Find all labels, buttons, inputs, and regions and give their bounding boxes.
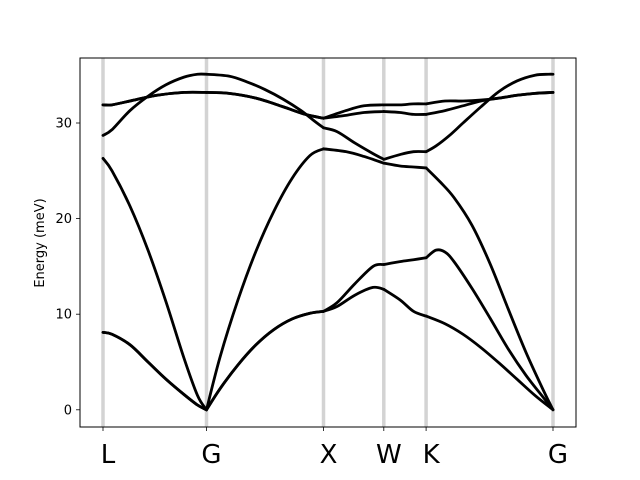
band-2-segment-4 bbox=[382, 256, 428, 266]
plot-area-frame bbox=[79, 57, 577, 428]
band-4-segment-3 bbox=[322, 126, 386, 161]
band-1 bbox=[101, 285, 555, 412]
band-1-segment-2 bbox=[205, 309, 325, 412]
band-1-segment-1 bbox=[101, 330, 208, 412]
y-axis-ticks: 0 10 20 30 bbox=[55, 117, 80, 418]
band-1-segment-4 bbox=[382, 287, 428, 318]
band-3-segment-5 bbox=[424, 166, 555, 412]
x-tick-label-3: W bbox=[376, 440, 402, 470]
x-tick-label-5: G bbox=[548, 440, 568, 470]
y-tick-label-2: 20 bbox=[55, 212, 72, 227]
band-3-segment-3 bbox=[322, 147, 386, 165]
band-2 bbox=[101, 248, 555, 412]
y-tick-label-3: 30 bbox=[55, 117, 72, 132]
band-6-segment-4 bbox=[382, 102, 428, 107]
x-tick-label-1: G bbox=[201, 440, 221, 470]
band-2-segment-3 bbox=[322, 262, 386, 313]
y-tick-label-1: 10 bbox=[55, 308, 72, 323]
band-4-segment-5 bbox=[424, 72, 555, 154]
band-5 bbox=[101, 90, 555, 120]
x-tick-label-4: K bbox=[423, 440, 441, 470]
band-5-segment-5 bbox=[424, 91, 555, 116]
y-axis-label: Energy (meV) bbox=[33, 198, 48, 287]
band-4-segment-2 bbox=[205, 72, 325, 130]
band-3-segment-1 bbox=[101, 156, 208, 412]
band-6-segment-5 bbox=[424, 91, 555, 106]
band-4-segment-4 bbox=[382, 150, 428, 161]
band-4-segment-1 bbox=[101, 72, 208, 137]
y-tick-label-0: 0 bbox=[64, 403, 72, 418]
band-5-segment-4 bbox=[382, 110, 428, 116]
band-6 bbox=[101, 90, 555, 120]
band-3 bbox=[101, 147, 555, 412]
band-2-segment-2 bbox=[205, 309, 325, 412]
high-symmetry-lines bbox=[101, 58, 555, 427]
x-tick-label-2: X bbox=[320, 440, 338, 470]
band-1-segment-5 bbox=[424, 314, 555, 412]
band-6-segment-2 bbox=[205, 91, 325, 120]
phonon-bands bbox=[101, 72, 555, 412]
band-3-segment-4 bbox=[382, 161, 428, 170]
band-2-segment-5 bbox=[424, 248, 555, 412]
band-5-segment-3 bbox=[322, 110, 386, 120]
x-tick-label-0: L bbox=[101, 440, 116, 470]
band-3-segment-2 bbox=[205, 147, 325, 412]
band-1-segment-3 bbox=[322, 285, 386, 313]
band-6-segment-3 bbox=[322, 103, 386, 120]
band-6-segment-1 bbox=[101, 90, 208, 107]
band-2-segment-1 bbox=[101, 330, 208, 412]
